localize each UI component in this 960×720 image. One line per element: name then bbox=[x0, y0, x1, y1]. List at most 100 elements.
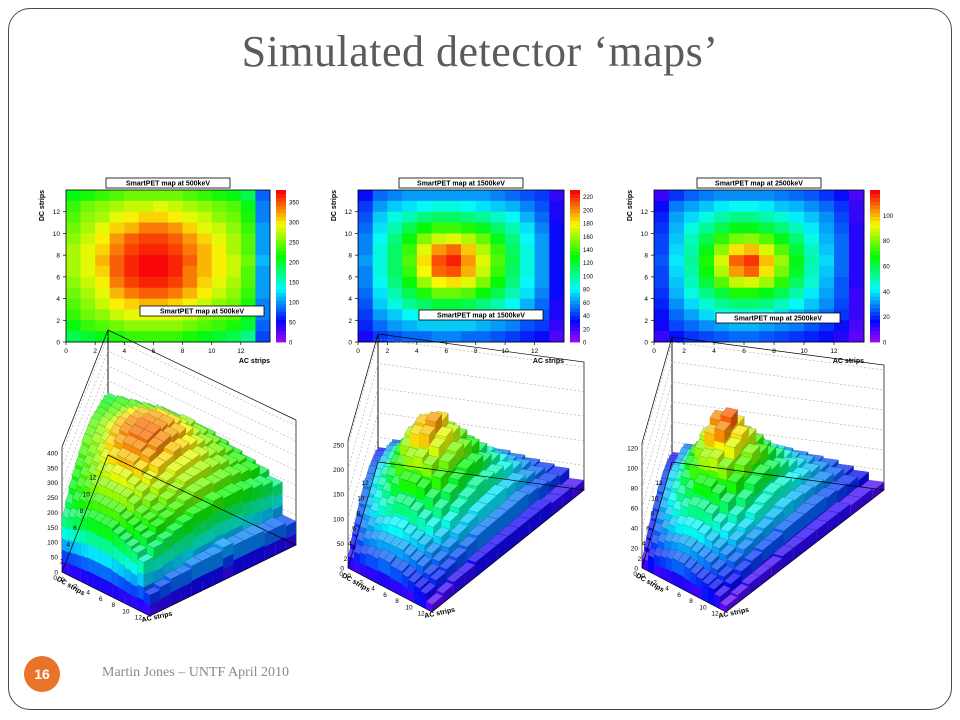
colorbar-segment bbox=[870, 216, 880, 221]
bar-side bbox=[213, 520, 224, 539]
heatmap-cell bbox=[505, 287, 521, 299]
heatmap-cell bbox=[819, 320, 835, 332]
heatmap-cell bbox=[431, 298, 447, 310]
heatmap-cell bbox=[446, 320, 462, 332]
lego-bar bbox=[143, 421, 162, 435]
lego-bar bbox=[506, 490, 529, 502]
lego-bar bbox=[174, 471, 194, 483]
heatmap-cell bbox=[197, 276, 213, 289]
heatmap-cell bbox=[358, 320, 374, 332]
bar-face bbox=[422, 463, 432, 479]
colorbar-tick-label: 20 bbox=[583, 327, 590, 333]
bar-side bbox=[516, 474, 526, 496]
heatmap-cell bbox=[714, 331, 730, 343]
bar-face bbox=[93, 560, 100, 578]
colorbar-segment bbox=[276, 311, 286, 316]
heatmap-cell bbox=[684, 287, 700, 299]
colorbar-segment bbox=[870, 243, 880, 248]
heatmap-cell bbox=[714, 287, 730, 299]
heatmap-cell bbox=[699, 200, 715, 213]
y-tick-label: 12 bbox=[53, 209, 61, 216]
heatmap-cell bbox=[197, 320, 213, 332]
lego-bar bbox=[431, 549, 450, 562]
heatmap-cell bbox=[446, 331, 462, 343]
bar-side bbox=[143, 556, 154, 575]
heatmap-cell bbox=[358, 309, 374, 321]
bar-side bbox=[202, 570, 213, 591]
bar-side bbox=[193, 521, 204, 539]
heatmap-cell bbox=[240, 222, 256, 234]
bar-face bbox=[417, 516, 426, 533]
colorbar-segment bbox=[570, 330, 580, 335]
bar-face bbox=[424, 496, 433, 512]
heatmap-cell bbox=[834, 320, 850, 332]
heatmap-cell bbox=[66, 298, 81, 310]
colorbar-segment bbox=[276, 292, 286, 297]
y-tick-label: 12 bbox=[641, 209, 649, 216]
chart-title-box bbox=[139, 305, 265, 317]
heatmap-cell bbox=[372, 309, 388, 321]
colorbar-segment bbox=[870, 231, 880, 236]
heatmap-cell bbox=[416, 190, 432, 202]
heatmap-cell bbox=[774, 287, 790, 299]
heatmap-cell bbox=[416, 266, 432, 278]
heatmap-cell bbox=[431, 233, 447, 245]
x-tick-label: 4 bbox=[122, 348, 126, 355]
heatmap-cell bbox=[684, 211, 700, 223]
x-tick-label: 8 bbox=[772, 348, 776, 355]
bar-side bbox=[252, 496, 263, 516]
heatmap-cell bbox=[240, 255, 256, 267]
chart-title: SmartPET map at 1500keV bbox=[437, 313, 525, 320]
heatmap-cell bbox=[431, 266, 447, 278]
bar-side bbox=[212, 550, 223, 571]
y-tick-label: 6 bbox=[73, 525, 77, 532]
bar-side bbox=[440, 470, 449, 492]
heatmap-cell bbox=[240, 190, 256, 202]
heatmap-cell bbox=[80, 211, 96, 223]
heatmap-cell bbox=[80, 233, 96, 245]
colorbar-segment bbox=[870, 250, 880, 255]
heatmap-cell bbox=[549, 309, 565, 321]
heatmap-cell bbox=[66, 287, 81, 299]
heatmap-cell bbox=[109, 309, 125, 321]
heatmap-cell bbox=[255, 276, 271, 289]
lego-bar bbox=[435, 426, 454, 438]
heatmap-cell bbox=[699, 287, 715, 299]
heatmap-cell bbox=[95, 222, 111, 234]
heatmap-cell bbox=[789, 276, 805, 289]
lego-bar bbox=[126, 516, 143, 527]
heatmap-cell bbox=[80, 287, 96, 299]
y-tick-label: 4 bbox=[348, 296, 352, 303]
bar-face bbox=[93, 574, 100, 591]
bar-face bbox=[118, 587, 125, 604]
colorbar-segment bbox=[276, 281, 286, 286]
lego-bar bbox=[402, 523, 418, 536]
bar-face bbox=[393, 500, 402, 516]
heatmap-cell bbox=[849, 190, 865, 202]
heatmap-cell bbox=[519, 211, 535, 223]
heatmap-cell bbox=[138, 244, 154, 256]
lego-bar bbox=[417, 534, 434, 546]
heatmap-cell bbox=[834, 309, 850, 321]
lego-bar bbox=[456, 561, 476, 574]
colorbar-tick-label: 160 bbox=[583, 235, 594, 241]
heatmap-cell bbox=[490, 320, 506, 332]
x-tick-label: 12 bbox=[237, 348, 245, 355]
bar-side bbox=[487, 518, 498, 543]
heatmap-cell bbox=[446, 266, 462, 278]
bar-face bbox=[401, 503, 410, 519]
colorbar-segment bbox=[276, 243, 286, 248]
lego-bar bbox=[440, 536, 459, 549]
heatmap-cell bbox=[446, 298, 462, 310]
bar-side bbox=[518, 518, 530, 543]
heatmap-cell bbox=[461, 222, 477, 234]
heatmap-cell bbox=[358, 255, 374, 267]
heatmap-cell bbox=[372, 200, 388, 213]
lego-bar bbox=[446, 570, 465, 583]
chart-title-box bbox=[696, 177, 822, 189]
bar-side bbox=[213, 496, 224, 514]
colorbar-segment bbox=[870, 209, 880, 214]
heatmap-cell bbox=[475, 222, 491, 234]
heatmap-cell bbox=[416, 211, 432, 223]
bar-face bbox=[87, 543, 94, 561]
